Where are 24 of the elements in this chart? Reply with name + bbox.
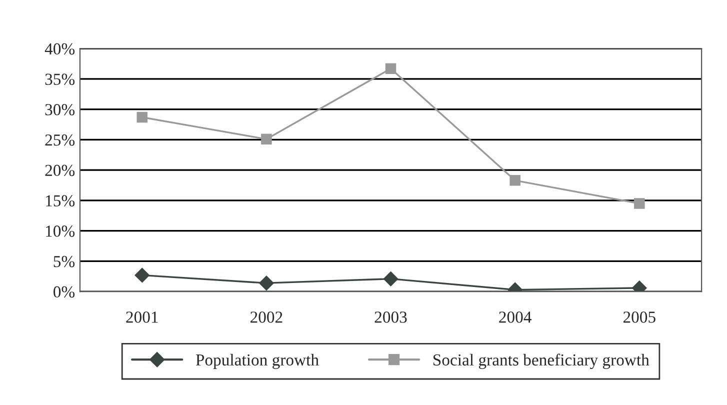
- y-tick-label: 30%: [45, 104, 75, 116]
- point: [510, 175, 520, 186]
- point: [134, 268, 150, 283]
- legend-label: Population growth: [196, 354, 319, 370]
- y-tick-label: 10%: [46, 226, 75, 237]
- x-tick-label: 2004: [499, 312, 532, 323]
- y-tick-label: 25%: [45, 134, 75, 146]
- y-tick-label: 0%: [54, 286, 75, 298]
- point: [383, 271, 398, 286]
- y-tick-label: 5%: [54, 256, 75, 268]
- x-tick-label: 2002: [250, 312, 282, 323]
- y-tick-label: 15%: [46, 195, 75, 206]
- point: [634, 198, 645, 209]
- x-tick-label: 2003: [374, 312, 407, 323]
- point: [261, 134, 272, 144]
- y-tick-label: 35%: [45, 74, 75, 85]
- point: [136, 112, 148, 123]
- y-tick-label: 20%: [45, 164, 75, 176]
- x-tick-label: 2005: [623, 312, 656, 323]
- point: [259, 276, 274, 290]
- x-tick-label: 2001: [126, 312, 158, 323]
- legend-label: Social grants beneficiary growth: [433, 354, 650, 370]
- y-tick-label: 40%: [44, 43, 75, 55]
- point: [385, 63, 396, 74]
